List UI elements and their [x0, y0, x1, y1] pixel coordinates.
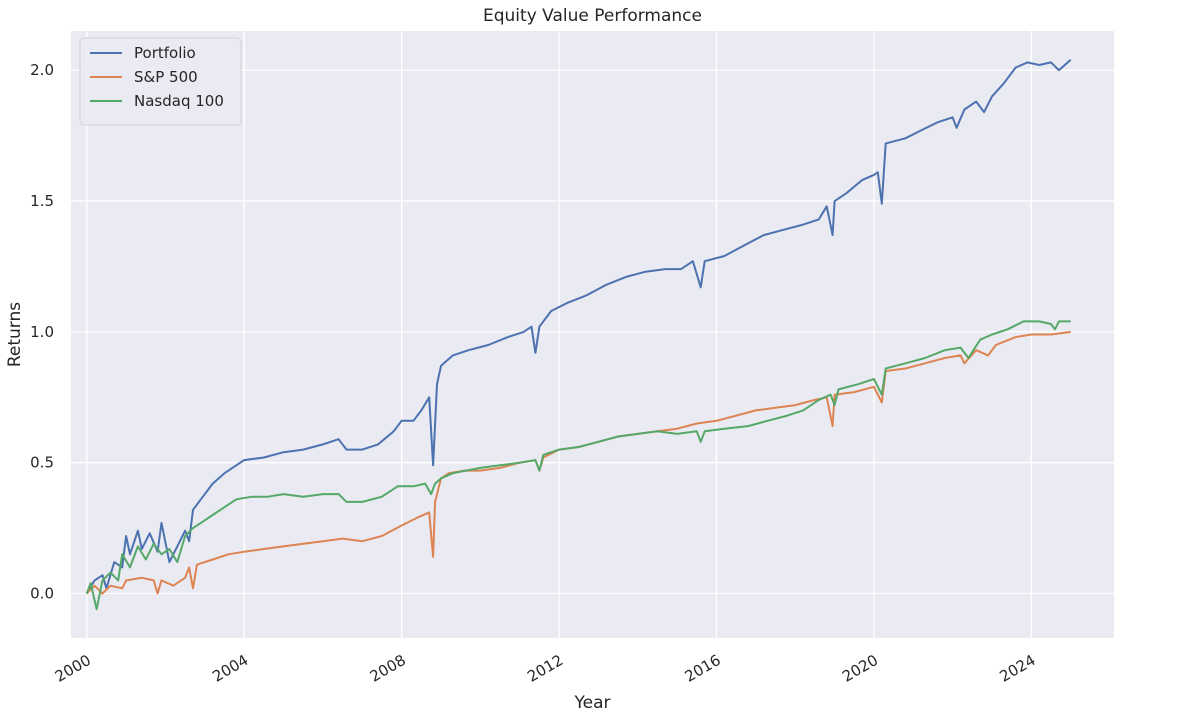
series-lines [85, 59, 1072, 611]
y-tick-label: 0.0 [30, 585, 54, 603]
series-line-nasdaq-100 [85, 320, 1071, 611]
x-tick-label: 2008 [367, 651, 409, 686]
legend-label: Nasdaq 100 [134, 92, 224, 110]
chart-title: Equity Value Performance [483, 6, 702, 26]
x-axis-title: Year [574, 693, 611, 713]
x-axis-ticks: 2000 2004 2008 2012 2016 2020 2024 [52, 651, 1039, 686]
y-tick-label: 2.0 [30, 61, 54, 79]
series-line-portfolio [85, 59, 1072, 595]
x-tick-label: 2020 [839, 651, 881, 686]
grid-lines [71, 31, 1114, 638]
y-axis-title: Returns [5, 302, 25, 367]
x-tick-label: 2000 [52, 651, 94, 686]
y-tick-label: 1.5 [30, 192, 54, 210]
y-tick-label: 1.0 [30, 323, 54, 341]
y-tick-label: 0.5 [30, 454, 54, 472]
legend-label: Portfolio [134, 44, 196, 62]
legend: Portfolio S&P 500 Nasdaq 100 [79, 37, 242, 126]
legend-label: S&P 500 [134, 68, 198, 86]
x-tick-label: 2024 [997, 651, 1039, 686]
x-tick-label: 2016 [682, 651, 724, 686]
x-tick-label: 2012 [524, 651, 566, 686]
x-tick-label: 2004 [209, 651, 251, 686]
plot-area [71, 31, 1114, 638]
legend-box [79, 37, 242, 126]
y-axis-ticks: 0.0 0.5 1.0 1.5 2.0 [30, 61, 54, 602]
